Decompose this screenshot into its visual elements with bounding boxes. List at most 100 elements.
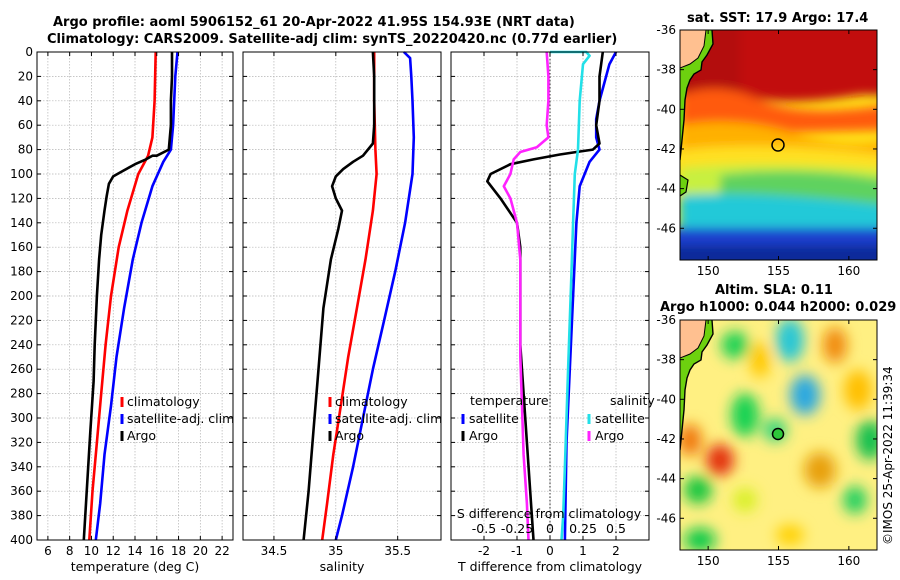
series-line-s-satellite xyxy=(550,50,591,541)
x-tick-label: -1 xyxy=(511,544,523,558)
y-tick-label: 20 xyxy=(18,69,33,83)
legend-label: satellite-adj. clim xyxy=(127,411,234,426)
legend-label: satellite xyxy=(595,411,645,426)
profile-panel-2: 34.5 35 35.5 salinity climatology satellite-a… xyxy=(242,51,442,574)
y-tick-label: 340 xyxy=(10,460,33,474)
y-tick-label: 320 xyxy=(10,435,33,449)
y-tick-label: 40 xyxy=(18,94,33,108)
profile-panel-1: 0 20 40 60 80 100 120 140 160 180 200 220 240 260 280 3… xyxy=(10,45,234,574)
map-y-tick-label: -46 xyxy=(656,221,676,235)
legend-label: satellite-adj. clim xyxy=(335,411,442,426)
legend-label: Argo xyxy=(469,428,498,443)
legend-header-salinity: salinity xyxy=(610,393,655,408)
map-x-tick-label: 155 xyxy=(767,554,790,568)
map-y-tick-label: -38 xyxy=(656,353,676,367)
y-tick-label: 400 xyxy=(10,533,33,547)
series-line-t-argo xyxy=(485,51,605,541)
series-line-s-argo xyxy=(502,51,550,541)
y-tick-label: 260 xyxy=(10,362,33,376)
sla-argo-marker xyxy=(771,427,785,441)
sla-map: -36 -38 -40 -42 -44 -46 150 155 160 xyxy=(656,313,878,568)
y-tick-label: 100 xyxy=(10,167,33,181)
legend-label: climatology xyxy=(335,394,408,409)
x2-tick-label: -0.25 xyxy=(501,521,533,536)
x-tick-label: 1 xyxy=(579,544,587,558)
legend-label: climatology xyxy=(127,394,200,409)
sst-map: -36 -38 -40 -42 -44 -46 150 155 160 xyxy=(656,23,878,278)
sst-argo-marker xyxy=(771,138,785,152)
y-tick-label: 120 xyxy=(10,191,33,205)
legend-label: Argo xyxy=(127,428,156,443)
x-tick-label: 16 xyxy=(149,544,164,558)
map-x-tick-label: 155 xyxy=(767,264,790,278)
y-tick-label: 180 xyxy=(10,265,33,279)
x2-tick-label: -0.5 xyxy=(472,521,496,536)
x-tick-label: 14 xyxy=(127,544,142,558)
sst-map-axes: -36 -38 -40 -42 -44 -46 150 155 160 xyxy=(656,23,877,278)
x-tick-label: 20 xyxy=(193,544,208,558)
x-tick-label: 8 xyxy=(66,544,74,558)
y-tick-label: 240 xyxy=(10,338,33,352)
series-line-satellite-adj-clim xyxy=(334,51,416,541)
map-y-tick-label: -40 xyxy=(656,102,676,116)
x-tick-label: 34.5 xyxy=(261,544,288,558)
x-axis-label: temperature (deg C) xyxy=(71,559,200,574)
series-line-climatology xyxy=(88,51,157,541)
y-tick-label: 200 xyxy=(10,289,33,303)
y-tick-label: 360 xyxy=(10,484,33,498)
figure-title-line1: Argo profile: aoml 5906152_61 20-Apr-202… xyxy=(53,15,575,30)
map-x-tick-label: 150 xyxy=(697,554,720,568)
sla-map-subtitle: Argo h1000: 0.044 h2000: 0.029 xyxy=(660,300,897,315)
series-line-climatology xyxy=(320,52,378,541)
map-y-tick-label: -40 xyxy=(656,392,676,406)
legend-label: Argo xyxy=(335,428,364,443)
map-x-tick-label: 160 xyxy=(837,264,860,278)
y-tick-label: 220 xyxy=(10,313,33,327)
y-tick-label: 80 xyxy=(18,143,33,157)
map-y-tick-label: -36 xyxy=(656,313,676,327)
x2-tick-label: 0.5 xyxy=(606,521,626,536)
copyright-label: ©IMOS 25-Apr-2022 11:39:34 xyxy=(881,366,895,545)
series-line-t-satellite xyxy=(563,51,618,541)
y-tick-label: 60 xyxy=(18,118,33,132)
series-line-argo xyxy=(302,51,376,541)
legend-header-temperature: temperature xyxy=(470,393,549,408)
x-axis-label-secondary: S difference from climatology xyxy=(457,506,642,521)
y-tick-label: 160 xyxy=(10,240,33,254)
x-axis-label: salinity xyxy=(320,559,365,574)
sla-map-title: Altim. SLA: 0.11 xyxy=(715,283,833,298)
map-y-tick-label: -44 xyxy=(656,472,676,486)
x-tick-label: 22 xyxy=(214,544,229,558)
y-tick-label: 300 xyxy=(10,411,33,425)
legend-label: satellite xyxy=(469,411,519,426)
map-y-tick-label: -42 xyxy=(656,142,676,156)
map-x-tick-label: 150 xyxy=(697,264,720,278)
x2-tick-label: 0.25 xyxy=(569,521,597,536)
y-tick-label: 140 xyxy=(10,216,33,230)
series-line-satellite-adj-clim xyxy=(94,51,179,541)
series-line-argo xyxy=(82,52,174,541)
x-tick-label: 18 xyxy=(171,544,186,558)
x-tick-label: 35 xyxy=(328,544,343,558)
x-tick-label: 10 xyxy=(84,544,99,558)
y-tick-label: 380 xyxy=(10,509,33,523)
x2-tick-label: 0 xyxy=(546,521,554,536)
sla-map-axes: -36 -38 -40 -42 -44 -46 150 155 160 xyxy=(656,313,877,568)
x-tick-label: 0 xyxy=(546,544,554,558)
map-y-tick-label: -36 xyxy=(656,23,676,37)
x-tick-label: -2 xyxy=(478,544,490,558)
map-y-tick-label: -38 xyxy=(656,63,676,77)
profile-panel-3: -2 -1 0 1 2T difference from climatology temp… xyxy=(450,50,655,574)
x-tick-label: 2 xyxy=(612,544,620,558)
x-tick-label: 35.5 xyxy=(384,544,411,558)
map-x-tick-label: 160 xyxy=(837,554,860,568)
map-y-tick-label: -46 xyxy=(656,511,676,525)
x-tick-label: 12 xyxy=(106,544,121,558)
y-tick-label: 0 xyxy=(25,45,33,59)
sst-map-title: sat. SST: 17.9 Argo: 17.4 xyxy=(687,11,869,26)
legend-label: Argo xyxy=(595,428,624,443)
figure-title-line2: Climatology: CARS2009. Satellite-adj cli… xyxy=(47,32,618,47)
x-axis-label: T difference from climatology xyxy=(457,559,643,574)
map-y-tick-label: -44 xyxy=(656,182,676,196)
